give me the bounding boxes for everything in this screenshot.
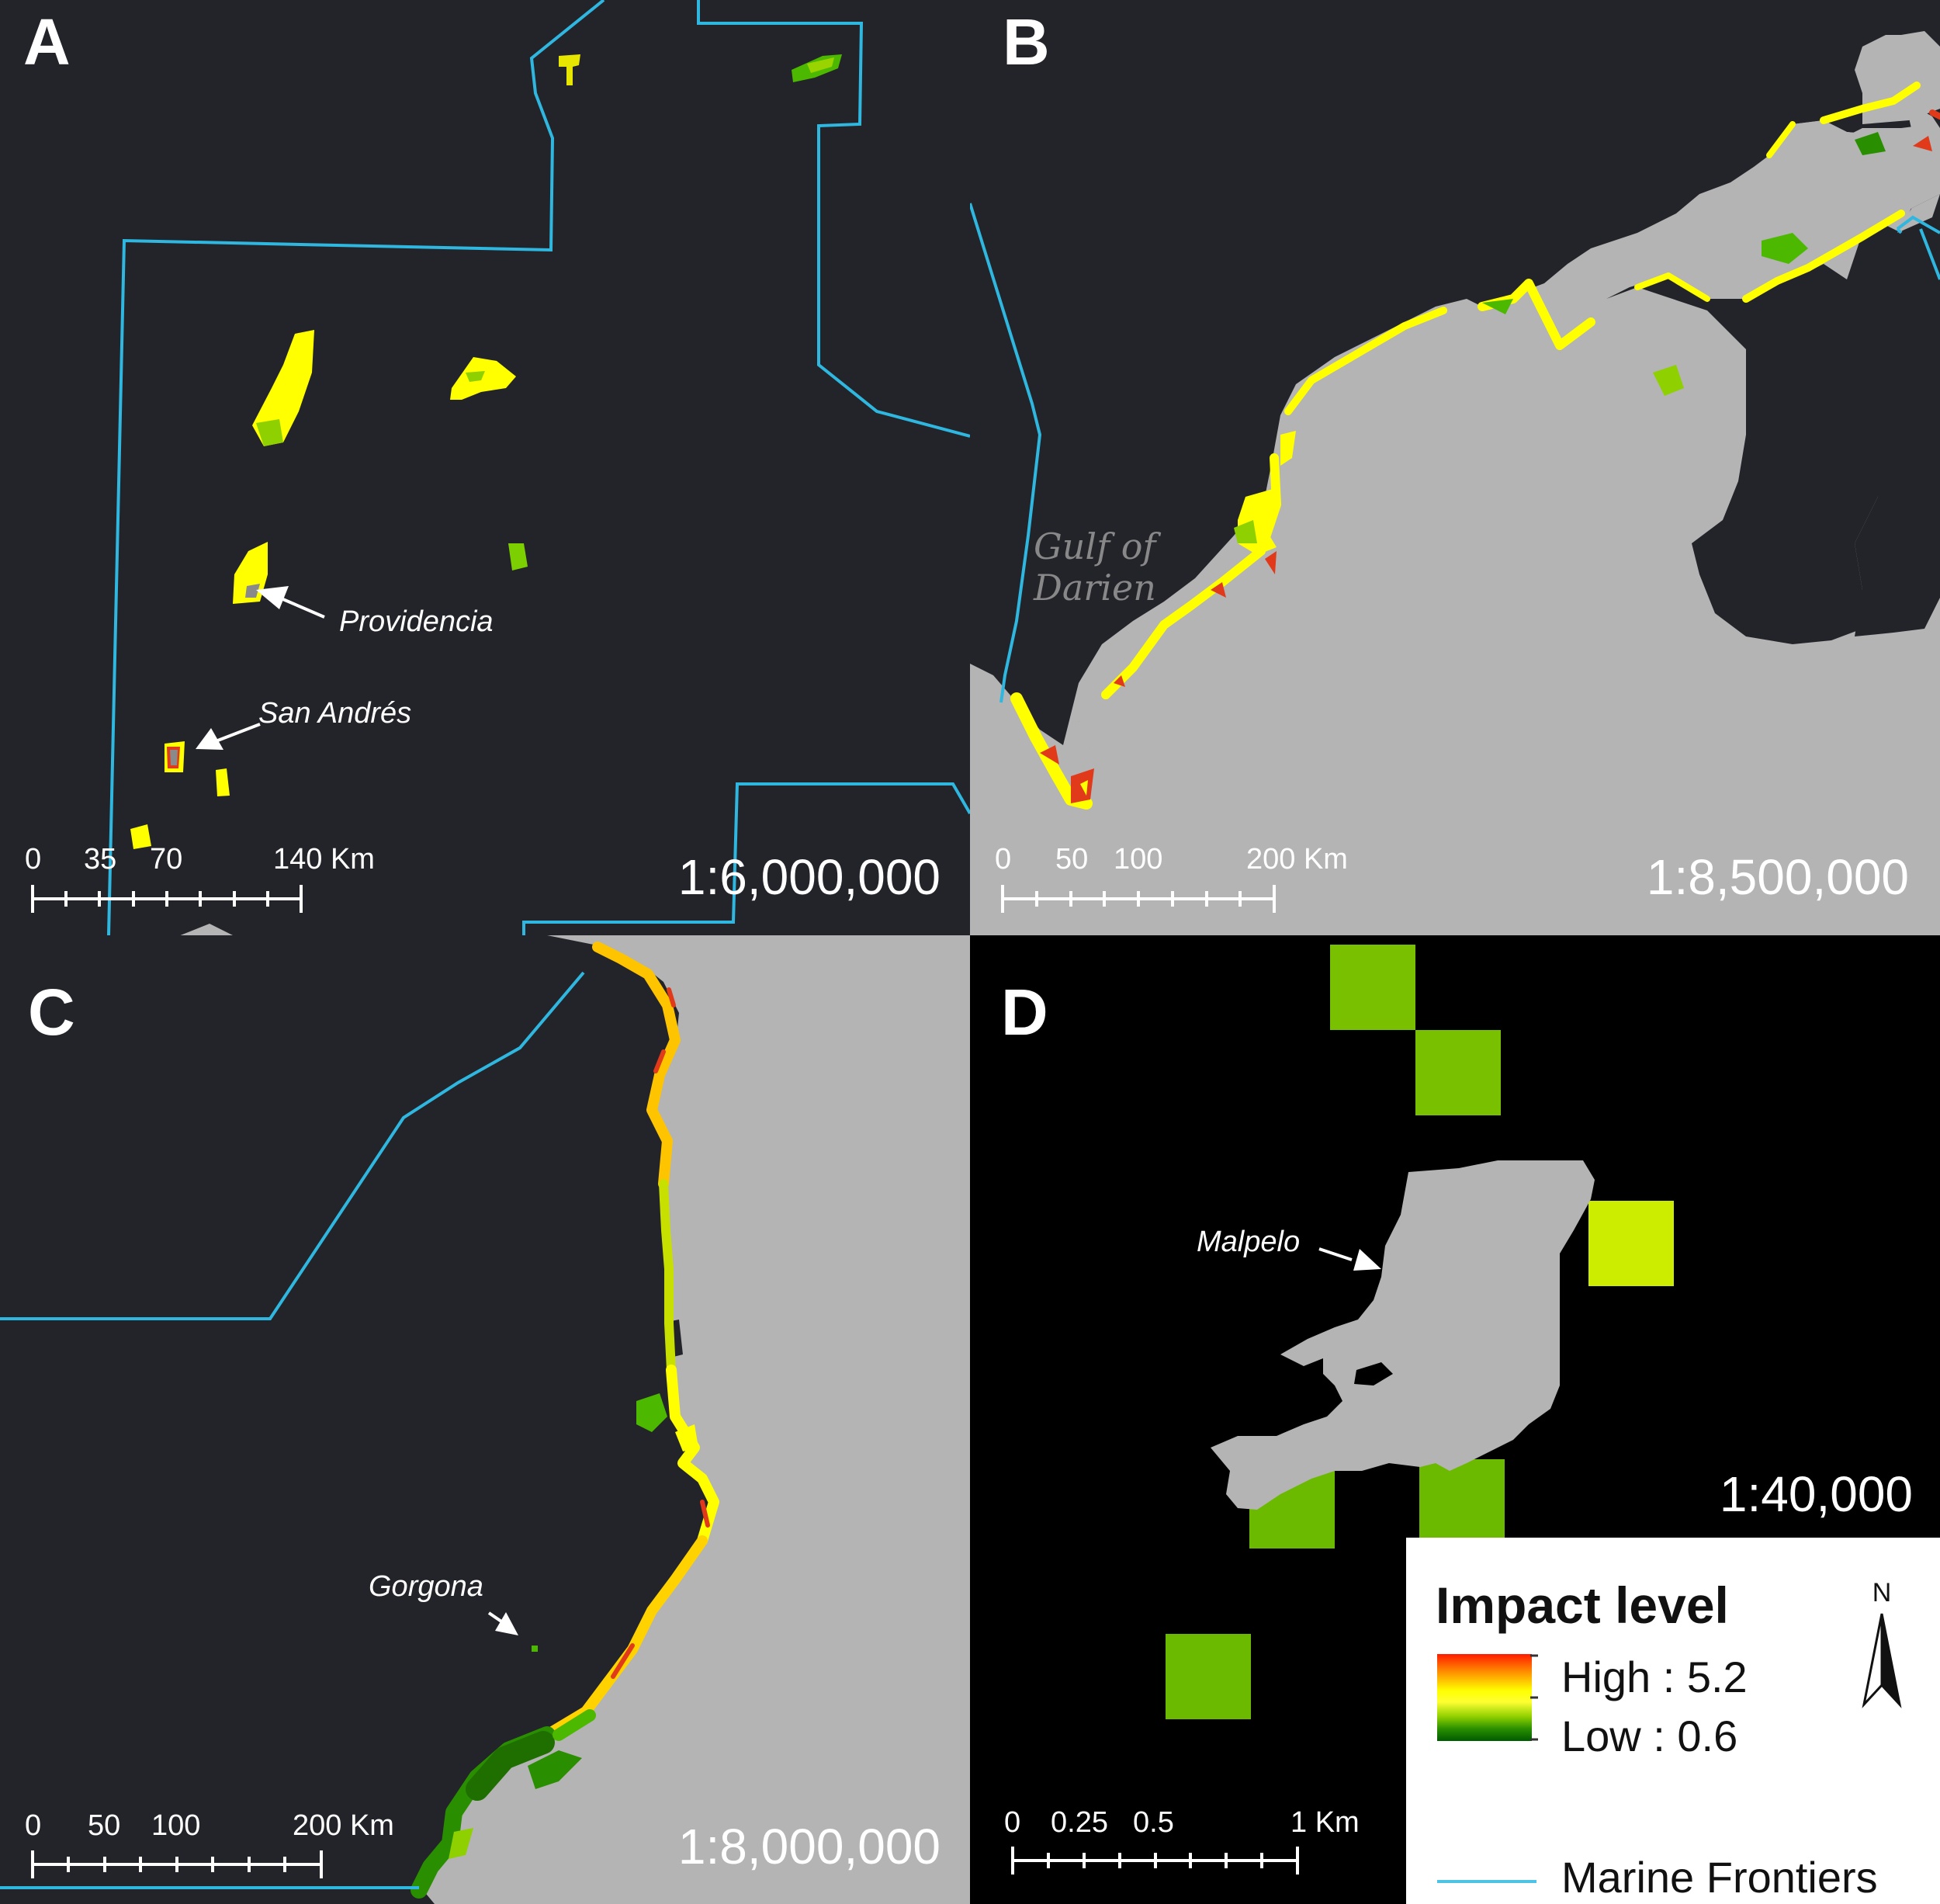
scalebar-b [1001,885,1276,913]
scalebar-c [31,1850,323,1878]
map-b [970,0,1940,935]
panel-letter-a: A [23,5,71,78]
scalebar-b-200: 200 Km [1246,843,1348,876]
north-label: N [1872,1578,1892,1607]
scalebar-c-0: 0 [25,1809,42,1842]
panel-letter-c: C [28,976,75,1049]
legend-color-ramp [1437,1654,1532,1741]
scalebar-c-100: 100 [151,1809,201,1842]
panel-a: A Providencia San Andrés 0 35 70 140 Km … [0,0,970,935]
frontier-c [0,971,585,1889]
scalebar-a-0: 0 [25,843,42,876]
panel-letter-d: D [1001,976,1048,1049]
north-arrow-icon: N [1862,1578,1902,1708]
scalebar-a [31,885,303,913]
impact-cells-d [1166,945,1674,1719]
legend: Impact level High : 5.2 Low : 0.6 Marine… [1406,1538,1940,1904]
arrow-san-andres [196,723,261,750]
land-b [970,120,1940,935]
scalebar-d-05: 0.5 [1133,1806,1174,1839]
island-malpelo [1211,1160,1595,1510]
label-gorgona: Gorgona [369,1570,483,1603]
legend-high: High : 5.2 [1561,1653,1748,1701]
land-c [423,935,970,1904]
label-san-andres: San Andrés [258,697,412,730]
scalebar-c-50: 50 [88,1809,121,1842]
panel-c: C Gorgona 0 50 100 200 Km 1:8,000,000 [0,935,970,1904]
map-a [0,0,970,935]
scalebar-d-025: 0.25 [1051,1806,1108,1839]
map-c [0,935,970,1904]
land-a [105,924,233,935]
impact-patches-a [130,54,842,849]
scale-ratio-a: 1:6,000,000 [677,849,941,905]
legend-frontier: Marine Frontiers [1561,1853,1878,1902]
legend-title: Impact level [1436,1576,1729,1634]
scalebar-d-1: 1 Km [1290,1806,1360,1839]
scale-ratio-c: 1:8,000,000 [677,1819,941,1875]
scalebar-b-100: 100 [1114,843,1163,876]
panel-letter-b: B [1003,5,1050,78]
scalebar-d-0: 0 [1004,1806,1021,1839]
frontier-a [107,0,970,935]
arrow-providencia [256,586,325,619]
label-gulf-of-darien: Gulf of Darien [1034,525,1156,609]
impact-coast-c [411,942,719,1899]
legend-low: Low : 0.6 [1561,1712,1738,1760]
scalebar-a-35: 35 [84,843,117,876]
scale-ratio-d: 1:40,000 [1719,1466,1913,1522]
scalebar-b-50: 50 [1055,843,1089,876]
label-providencia: Providencia [339,605,494,638]
scale-ratio-b: 1:8,500,000 [1646,849,1909,905]
scalebar-d [1011,1847,1299,1875]
panel-b: B Gulf of Darien 0 50 100 200 Km 1:8,500… [970,0,1940,935]
scalebar-a-140: 140 Km [273,843,375,876]
scalebar-c-200: 200 Km [293,1809,394,1842]
arrow-gorgona [487,1611,518,1635]
impact-patches-c [449,1393,698,1859]
impact-patches-b [1040,132,1932,803]
scalebar-a-70: 70 [150,843,183,876]
label-malpelo: Malpelo [1197,1226,1301,1258]
legend-frontier-swatch [1437,1880,1536,1883]
arrow-malpelo [1318,1247,1381,1271]
legend-ramp-ticks [1530,1654,1538,1741]
scalebar-b-0: 0 [995,843,1012,876]
